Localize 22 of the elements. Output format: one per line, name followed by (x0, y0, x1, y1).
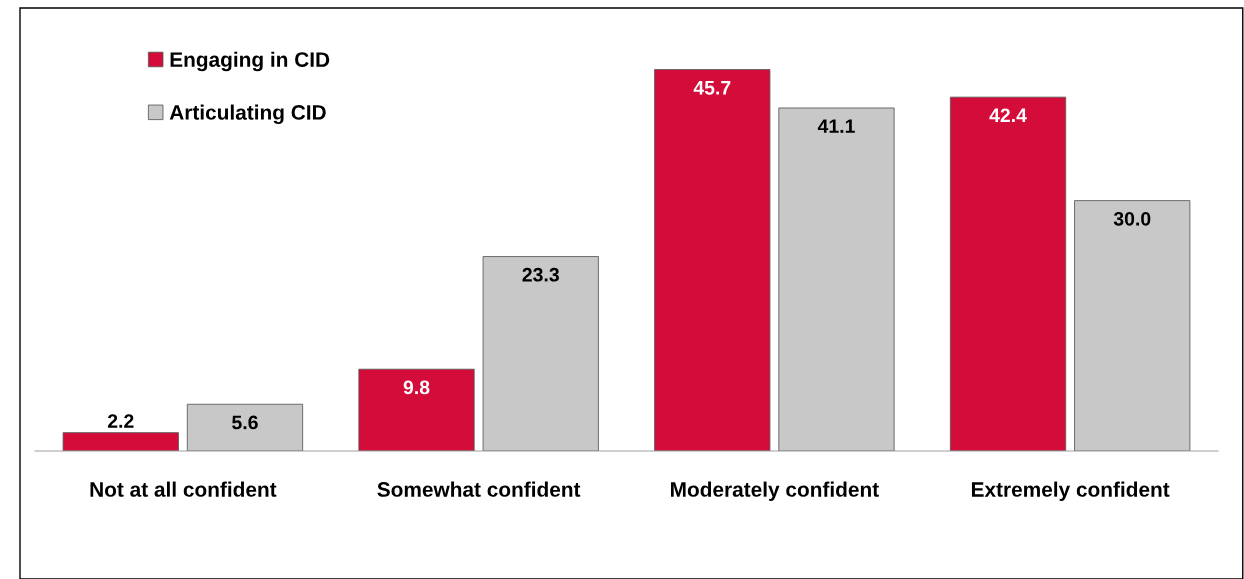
bar (654, 69, 771, 451)
x-tick-label: Somewhat confident (377, 481, 581, 497)
legend-label: Articulating CID (169, 104, 326, 125)
data-label: 5.6 (232, 415, 258, 430)
data-label: 42.4 (989, 108, 1027, 122)
bar (186, 403, 304, 451)
bar (62, 432, 179, 451)
data-label: 41.1 (817, 119, 855, 133)
bar (1074, 200, 1191, 451)
data-label: 30.0 (1113, 211, 1151, 226)
bar (778, 107, 895, 451)
data-label: 9.8 (403, 380, 430, 395)
data-label: 23.3 (522, 267, 559, 282)
bar (358, 368, 475, 451)
bar (949, 96, 1067, 451)
x-tick-label: Not at all confident (90, 481, 277, 497)
bar (482, 256, 599, 451)
data-label: 45.7 (693, 81, 731, 95)
x-tick-label: Moderately confident (671, 481, 879, 501)
x-tick-label: Extremely confident (971, 481, 1170, 501)
data-label: 2.2 (107, 414, 134, 428)
legend-label: Engaging in CID (170, 51, 330, 72)
